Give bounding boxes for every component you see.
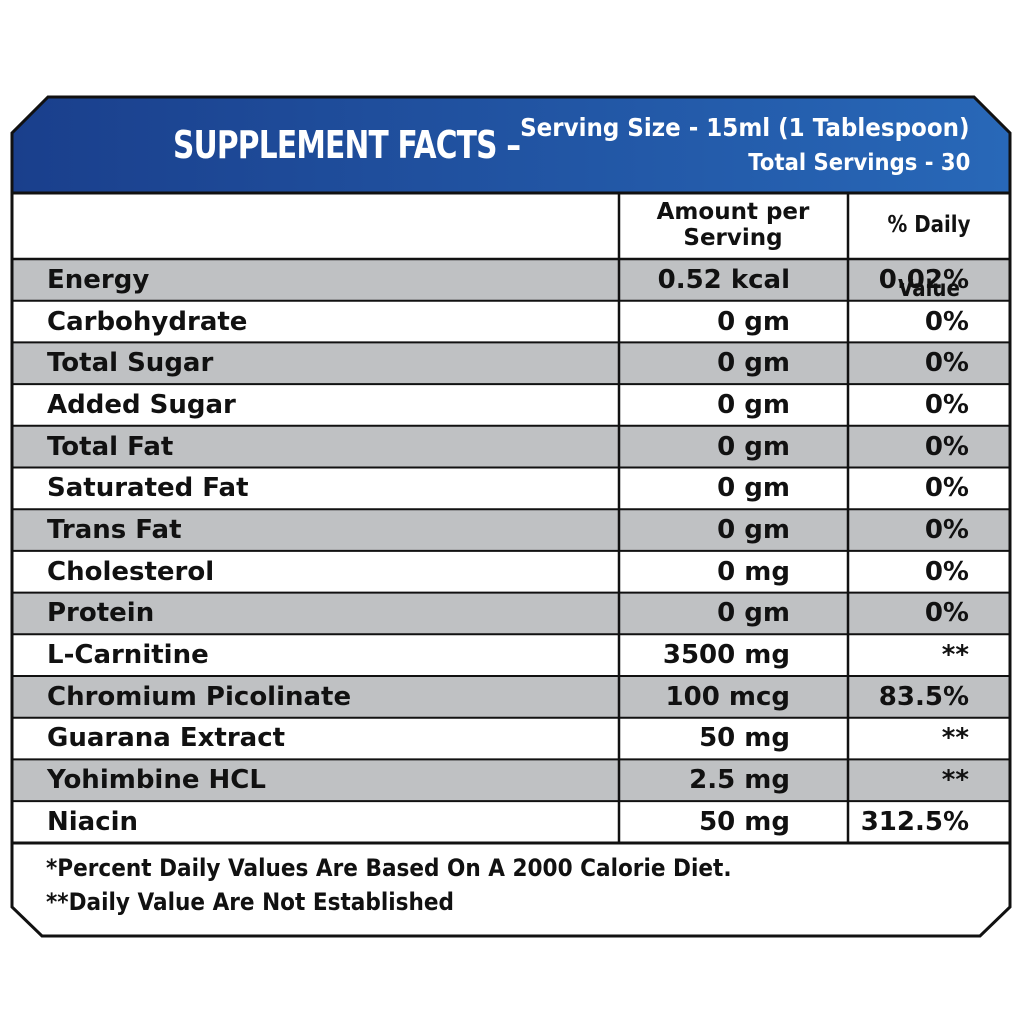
nutrient-name: Niacin (47, 806, 139, 837)
serving-size: Serving Size - 15ml (1 Tablespoon) (520, 113, 970, 142)
table-row: Yohimbine HCL 2.5 mg ** (13, 759, 1009, 801)
table-row: Guarana Extract 50 mg ** (13, 718, 1009, 760)
table-row: Total Fat 0 gm 0% (13, 426, 1009, 468)
amount-per-serving: 50 mg (699, 806, 790, 837)
table-row: Saturated Fat 0 gm 0% (13, 467, 1009, 509)
table-row: L-Carnitine 3500 mg ** (13, 634, 1009, 676)
nutrient-name: Cholesterol (47, 556, 215, 587)
daily-value: 0.02% (878, 264, 969, 295)
label-frame-outline (10, 95, 1012, 938)
supplement-facts-label: SUPPLEMENT FACTS – Serving Size - 15ml (… (10, 95, 1012, 938)
daily-value: 0% (924, 514, 969, 545)
daily-value: 0% (924, 348, 969, 379)
nutrient-name: Guarana Extract (47, 723, 286, 754)
column-header-amount-line2: Serving (683, 225, 783, 251)
daily-value: 0% (924, 431, 969, 462)
footnote-not-established: **Daily Value Are Not Established (46, 888, 454, 916)
label-title: SUPPLEMENT FACTS – (173, 123, 521, 167)
nutrient-name: Added Sugar (47, 389, 236, 420)
daily-value: 0% (924, 389, 969, 420)
daily-value: ** (941, 765, 969, 796)
table-row: Cholesterol 0 mg 0% (13, 551, 1009, 593)
table-row: Carbohydrate 0 gm 0% (13, 301, 1009, 343)
nutrient-name: Carbohydrate (47, 306, 248, 337)
amount-per-serving: 0 gm (717, 389, 790, 420)
amount-per-serving: 0 gm (717, 348, 790, 379)
nutrient-name: Energy (47, 264, 150, 295)
amount-per-serving: 50 mg (699, 723, 790, 754)
table-row: Added Sugar 0 gm 0% (13, 384, 1009, 426)
amount-per-serving: 0 mg (717, 556, 790, 587)
nutrient-name: Chromium Picolinate (47, 681, 352, 712)
nutrient-name: Saturated Fat (47, 473, 249, 504)
total-servings: Total Servings - 30 (747, 150, 970, 176)
column-header-daily-value: % Daily Value (887, 212, 971, 302)
amount-per-serving: 3500 mg (662, 640, 790, 671)
table-row: Chromium Picolinate 100 mcg 83.5% (13, 676, 1009, 718)
amount-per-serving: 0 gm (717, 306, 790, 337)
footnote-percent-daily: *Percent Daily Values Are Based On A 200… (46, 854, 732, 882)
amount-per-serving: 2.5 mg (689, 765, 790, 796)
amount-per-serving: 0.52 kcal (657, 264, 790, 295)
daily-value: 312.5% (860, 806, 969, 837)
table-row: Energy 0.52 kcal 0.02% (13, 259, 1009, 301)
amount-per-serving: 0 gm (717, 514, 790, 545)
nutrient-name: Trans Fat (47, 514, 182, 545)
table-row: Protein 0 gm 0% (13, 593, 1009, 635)
daily-value: 0% (924, 598, 969, 629)
table-body: Energy 0.52 kcal 0.02% Carbohydrate 0 gm 0% To… (13, 259, 1009, 843)
amount-per-serving: 0 gm (717, 431, 790, 462)
amount-per-serving: 0 gm (717, 598, 790, 629)
column-header-amount: Amount per Serving (620, 193, 846, 257)
daily-value: 0% (924, 556, 969, 587)
daily-value: ** (941, 640, 969, 671)
footnotes: *Percent Daily Values Are Based On A 200… (46, 851, 808, 919)
column-header-amount-line1: Amount per (656, 199, 810, 225)
daily-value: ** (941, 723, 969, 754)
nutrient-name: Yohimbine HCL (47, 765, 266, 796)
table-row: Trans Fat 0 gm 0% (13, 509, 1009, 551)
amount-per-serving: 100 mcg (665, 681, 790, 712)
nutrient-name: L-Carnitine (47, 640, 209, 671)
daily-value: 83.5% (878, 681, 969, 712)
table-row: Total Sugar 0 gm 0% (13, 342, 1009, 384)
amount-per-serving: 0 gm (717, 473, 790, 504)
table-row: Niacin 50 mg 312.5% (13, 801, 1009, 843)
nutrient-name: Total Sugar (47, 348, 214, 379)
daily-value: 0% (924, 473, 969, 504)
nutrient-name: Total Fat (47, 431, 174, 462)
label-header: SUPPLEMENT FACTS – Serving Size - 15ml (… (10, 95, 1012, 193)
daily-value: 0% (924, 306, 969, 337)
nutrient-name: Protein (47, 598, 155, 629)
